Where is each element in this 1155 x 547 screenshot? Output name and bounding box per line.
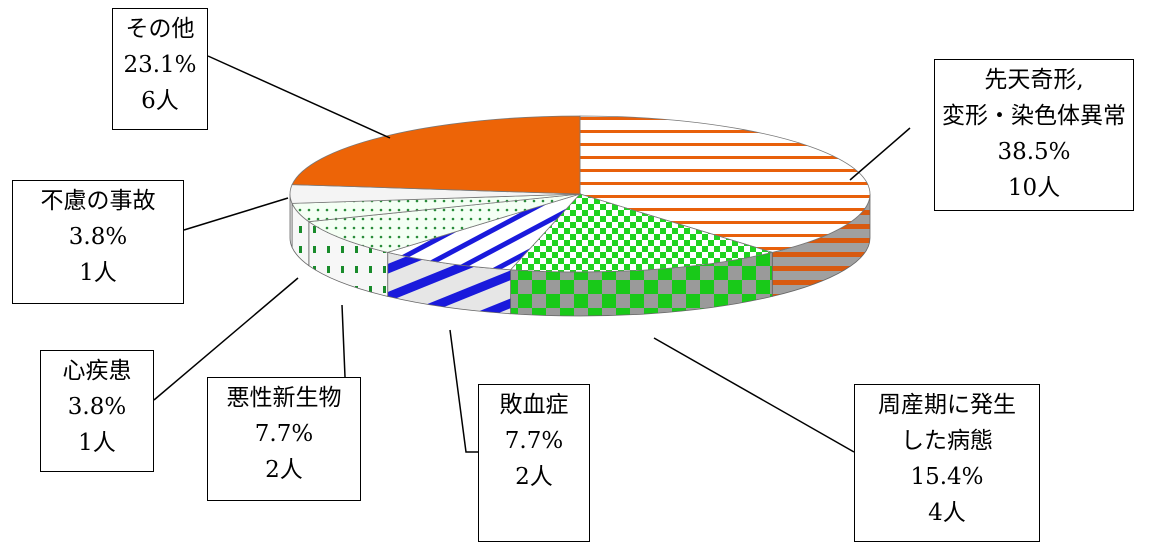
leader-line xyxy=(449,329,478,453)
slice-count: 4人 xyxy=(928,500,966,526)
slice-count: 1人 xyxy=(79,260,117,286)
leader-line xyxy=(153,277,299,401)
slice-label-box: その他 23.1% 6人 xyxy=(112,8,208,130)
slice-count: 1人 xyxy=(78,430,116,456)
leader-line xyxy=(183,197,289,231)
leader-line xyxy=(653,337,855,453)
slice-name: 先天奇形, xyxy=(984,67,1084,93)
slice-label-box: 悪性新生物 7.7% 2人 xyxy=(207,377,361,501)
pie-slice-2 xyxy=(509,193,774,273)
pie-slice-1 xyxy=(579,115,871,253)
slice-count: 6人 xyxy=(141,88,179,114)
slice-name: 悪性新生物 xyxy=(226,385,342,411)
slice-percent: 7.7% xyxy=(254,421,314,447)
pie-slice-4 xyxy=(307,193,581,253)
slice-count: 2人 xyxy=(265,457,303,483)
pie-slice-7 xyxy=(291,115,581,195)
slice-label-box: 心疾患 3.8% 1人 xyxy=(40,350,154,472)
leader-line xyxy=(207,55,391,139)
slice-count: 10人 xyxy=(1007,175,1061,201)
slice-percent: 15.4% xyxy=(910,464,984,490)
slice-percent: 23.1% xyxy=(123,52,197,78)
slice-percent: 3.8% xyxy=(68,224,128,250)
slice-count: 2人 xyxy=(515,464,553,490)
slice-name: 心疾患 xyxy=(62,358,132,384)
slice-label-box: 敗血症 7.7% 2人 xyxy=(478,384,590,542)
slice-label-box: 先天奇形, 変形・染色体異常 38.5% 10人 xyxy=(934,59,1134,211)
slice-percent: 7.7% xyxy=(504,428,564,454)
leader-line xyxy=(849,127,911,181)
slice-label-box: 周産期に発生 した病態 15.4% 4人 xyxy=(854,384,1040,542)
slice-name: その他 xyxy=(125,16,195,42)
slice-name: 敗血症 xyxy=(499,392,569,418)
slice-name: 不慮の事故 xyxy=(40,188,156,214)
slice-name: した病態 xyxy=(901,428,993,454)
slice-name: 周産期に発生 xyxy=(878,392,1016,418)
slice-label-box: 不慮の事故 3.8% 1人 xyxy=(12,180,184,304)
slice-percent: 3.8% xyxy=(67,394,127,420)
slice-percent: 38.5% xyxy=(997,139,1071,165)
leader-line xyxy=(341,304,346,378)
pie-slice-3 xyxy=(386,193,582,271)
slice-name: 変形・染色体異常 xyxy=(942,103,1126,129)
